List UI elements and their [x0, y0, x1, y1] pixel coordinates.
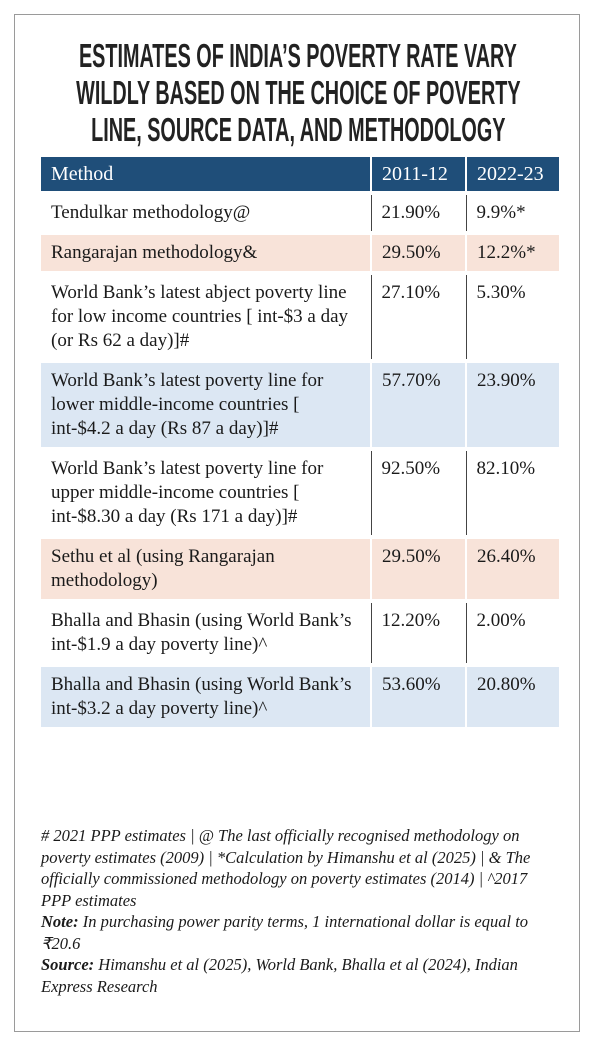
- method-cell: World Bank’s latest abject poverty line …: [41, 271, 371, 361]
- table: Method 2011-12 2022-23 Tendulkar methodo…: [41, 157, 559, 727]
- note-text: In purchasing power parity terms, 1 inte…: [41, 912, 529, 953]
- value-cell: 9.9%*: [465, 191, 559, 233]
- value-cell: 20.80%: [465, 663, 559, 727]
- card: ESTIMATES OF INDIA’S POVERTY RATE VARY W…: [14, 14, 580, 1032]
- method-cell: Tendulkar methodology@: [41, 191, 371, 233]
- method-cell: World Bank’s latest poverty line for upp…: [41, 447, 371, 537]
- method-cell: Bhalla and Bhasin (using World Bank’s in…: [41, 663, 371, 727]
- table-row: World Bank’s latest poverty line for low…: [41, 359, 559, 449]
- header-cell: 2011-12: [370, 157, 466, 193]
- table-row: Bhalla and Bhasin (using World Bank’s in…: [41, 599, 559, 665]
- table-row: Bhalla and Bhasin (using World Bank’s in…: [41, 663, 559, 727]
- value-cell: 82.10%: [465, 447, 559, 537]
- value-cell: 5.30%: [465, 271, 559, 361]
- footnotes: # 2021 PPP estimates | @ The last offici…: [41, 825, 561, 997]
- value-cell: 2.00%: [465, 599, 559, 665]
- title-line: ESTIMATES OF INDIA’S POVERTY RATE VARY: [79, 36, 517, 74]
- table-row: World Bank’s latest poverty line for upp…: [41, 447, 559, 537]
- method-cell: Sethu et al (using Rangarajan methodolog…: [41, 535, 371, 601]
- value-cell: 29.50%: [370, 535, 466, 601]
- value-cell: 12.20%: [370, 599, 466, 665]
- value-cell: 57.70%: [370, 359, 466, 449]
- table-row: World Bank’s latest abject poverty line …: [41, 271, 559, 361]
- method-cell: Bhalla and Bhasin (using World Bank’s in…: [41, 599, 371, 665]
- note-label: Note:: [41, 912, 79, 931]
- value-cell: 53.60%: [370, 663, 466, 727]
- title: ESTIMATES OF INDIA’S POVERTY RATE VARY W…: [15, 36, 579, 148]
- title-line: LINE, SOURCE DATA, AND METHODOLOGY: [90, 110, 506, 148]
- header-row: Method 2011-12 2022-23: [41, 157, 559, 193]
- value-cell: 92.50%: [370, 447, 466, 537]
- table-body: Tendulkar methodology@ 21.90% 9.9%* Rangara…: [41, 191, 559, 727]
- value-cell: 29.50%: [370, 231, 466, 273]
- table-row: Sethu et al (using Rangarajan methodolog…: [41, 535, 559, 601]
- value-cell: 23.90%: [465, 359, 559, 449]
- method-cell: Rangarajan methodology&: [41, 231, 371, 273]
- source-label: Source:: [41, 955, 95, 974]
- source: Source: Himanshu et al (2025), World Ban…: [41, 954, 561, 997]
- header-cell: 2022-23: [465, 157, 559, 193]
- footnote-text: # 2021 PPP estimates | @ The last offici…: [41, 826, 531, 910]
- value-cell: 21.90%: [370, 191, 466, 233]
- value-cell: 26.40%: [465, 535, 559, 601]
- value-cell: 27.10%: [370, 271, 466, 361]
- source-text: Himanshu et al (2025), World Bank, Bhall…: [41, 955, 518, 996]
- table-row: Tendulkar methodology@ 21.90% 9.9%*: [41, 191, 559, 233]
- value-cell: 12.2%*: [465, 231, 559, 273]
- note: Note: In purchasing power parity terms, …: [41, 911, 561, 954]
- method-cell: World Bank’s latest poverty line for low…: [41, 359, 371, 449]
- header-cell: Method: [41, 157, 371, 193]
- title-line: WILDLY BASED ON THE CHOICE OF POVERTY: [75, 73, 521, 111]
- table-row: Rangarajan methodology& 29.50% 12.2%*: [41, 231, 559, 273]
